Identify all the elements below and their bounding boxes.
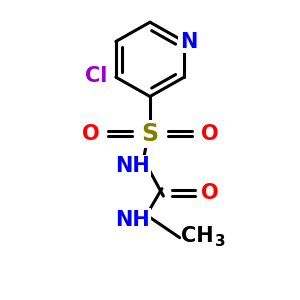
Text: O: O bbox=[82, 124, 99, 144]
Text: NH: NH bbox=[115, 156, 149, 176]
Text: O: O bbox=[201, 124, 218, 144]
Text: S: S bbox=[141, 122, 159, 146]
Text: O: O bbox=[201, 183, 218, 203]
Text: 3: 3 bbox=[214, 234, 225, 249]
Text: N: N bbox=[180, 32, 197, 52]
Text: NH: NH bbox=[115, 210, 149, 230]
Text: CH: CH bbox=[181, 226, 214, 246]
Text: Cl: Cl bbox=[85, 66, 108, 86]
